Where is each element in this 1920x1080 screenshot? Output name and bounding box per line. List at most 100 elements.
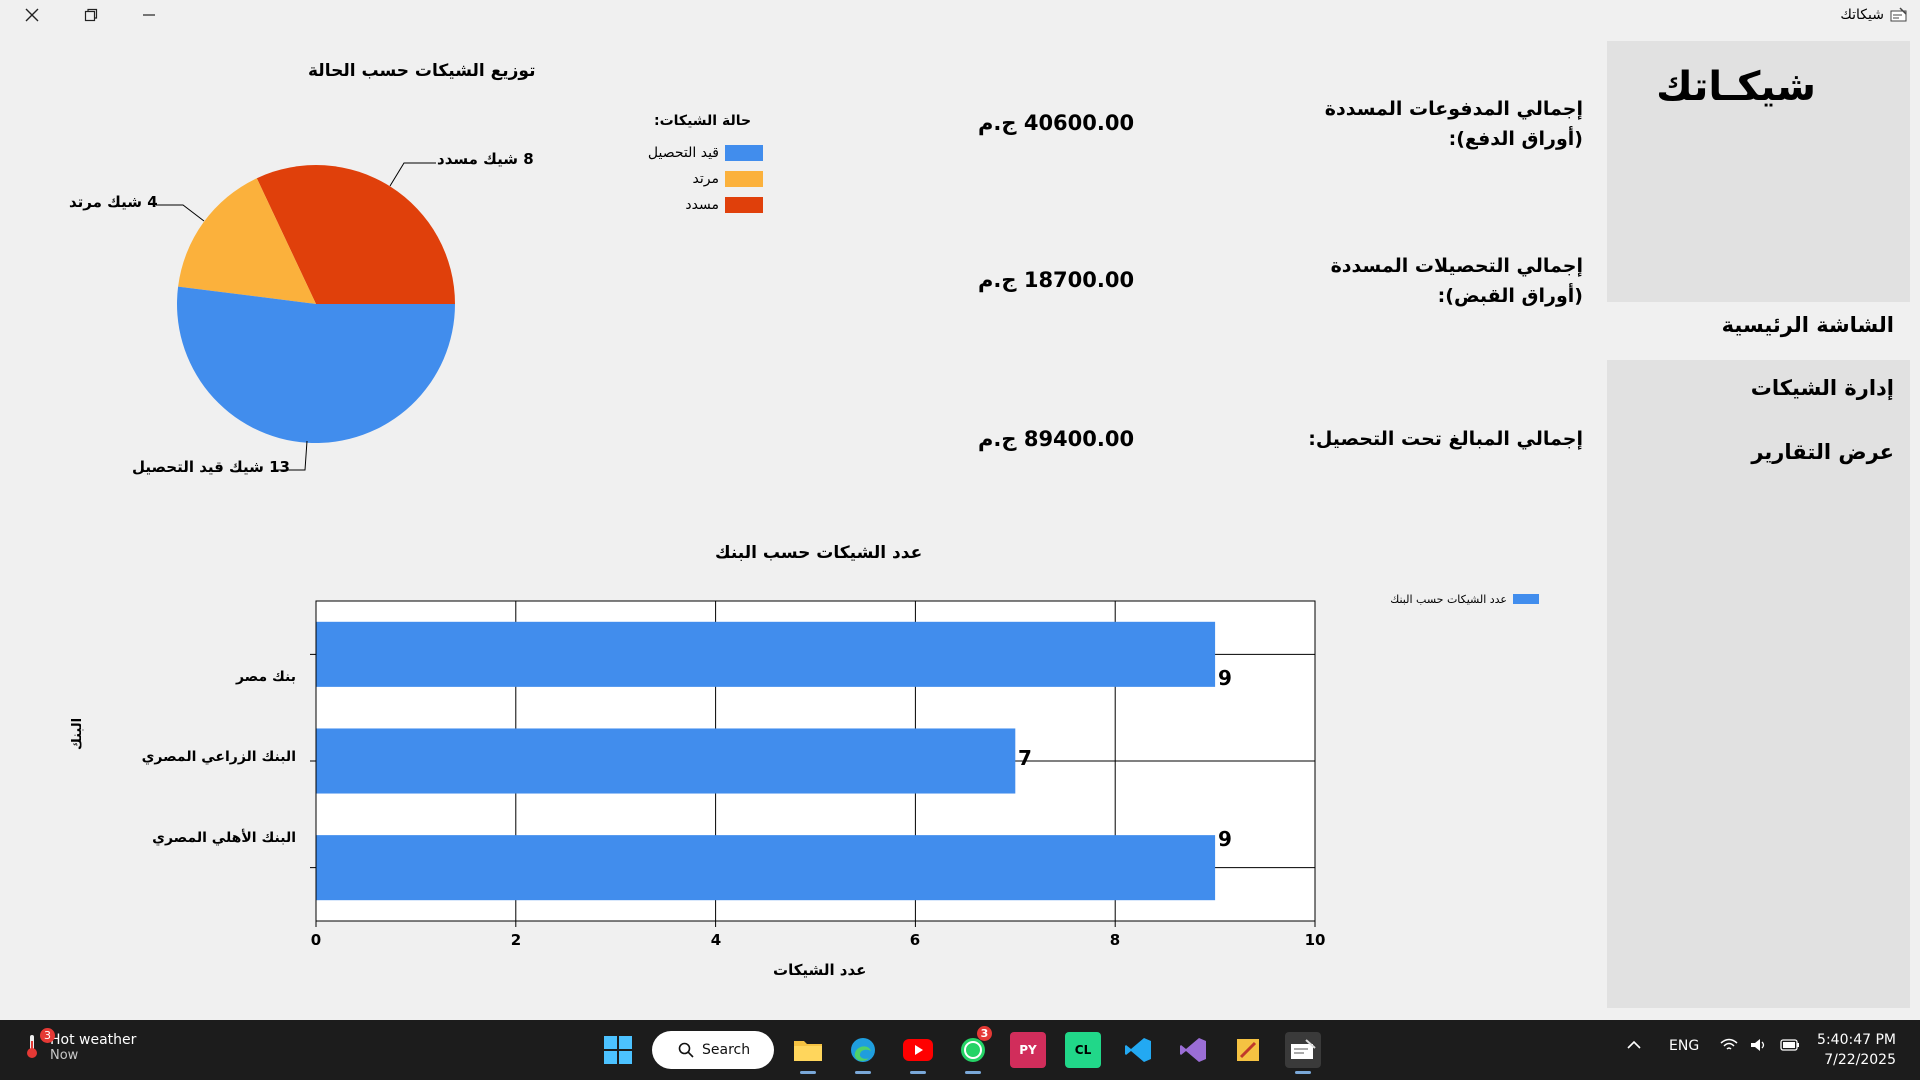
paid-collections-label: إجمالي التحصيلات المسددة (أوراق القبض): [1330, 255, 1583, 307]
app-brand: شيكـاتك [1656, 64, 1816, 110]
legend-swatch-returned [725, 171, 763, 187]
network-button[interactable] [1720, 1038, 1738, 1056]
weather-widget[interactable]: 3 Hot weather Now [24, 1028, 137, 1063]
x-tick-label: 10 [1304, 931, 1326, 949]
whatsapp-icon [961, 1038, 985, 1062]
speaker-icon [1751, 1039, 1765, 1051]
weather-title: Hot weather [50, 1032, 137, 1048]
tray-overflow-button[interactable] [1627, 1038, 1641, 1054]
restore-button[interactable] [62, 0, 120, 30]
bar-legend-item: عدد الشيكات حسب البنك [1390, 590, 1539, 608]
bar-category-label: البنك الأهلي المصري [152, 830, 296, 846]
paid-payments-value: 40600.00 ج.م [978, 111, 1135, 135]
vscode-button[interactable] [1120, 1032, 1156, 1068]
bar-chart-title: عدد الشيكات حسب البنك [715, 543, 923, 563]
battery-icon [1780, 1039, 1799, 1051]
volume-button[interactable] [1750, 1038, 1768, 1056]
bar-value-label: 9 [1218, 666, 1232, 690]
pie-label-under-collection: 13 شيك قيد التحصيل [132, 458, 290, 476]
running-indicator [800, 1071, 816, 1074]
x-tick-label: 6 [909, 931, 921, 949]
vscode-icon [1125, 1038, 1151, 1062]
youtube-icon [903, 1039, 933, 1061]
pie-legend-item-paid: مسدد [685, 196, 763, 214]
file-explorer-button[interactable] [790, 1032, 826, 1074]
legend-swatch-bar [1513, 594, 1539, 604]
cheques-app-button[interactable] [1285, 1032, 1321, 1074]
running-indicator [1295, 1071, 1311, 1074]
paid-collections-value: 18700.00 ج.م [978, 268, 1135, 292]
pie-slice [256, 164, 456, 304]
whatsapp-badge: 3 [977, 1026, 992, 1041]
folder-icon [794, 1041, 822, 1061]
bar-chart [310, 600, 1316, 927]
pie-slice [177, 286, 455, 443]
running-indicator [965, 1071, 981, 1074]
sidebar-brand-panel [1607, 41, 1910, 302]
window-title-area: شيكاتك [1840, 4, 1908, 26]
under-collection-value: 89400.00 ج.م [978, 427, 1135, 451]
nav-home[interactable]: الشاشة الرئيسية [1721, 313, 1894, 337]
bar-y-axis-title: البنك [70, 717, 85, 750]
x-tick-label: 2 [510, 931, 522, 949]
start-button[interactable] [600, 1032, 636, 1068]
weather-badge: 3 [40, 1028, 55, 1043]
cheque-app-icon [1291, 1039, 1316, 1059]
pycharm-icon: PY [1019, 1043, 1037, 1057]
bar-category-label: البنك الزراعي المصري [141, 749, 296, 765]
pycharm-button[interactable]: PY [1010, 1032, 1046, 1068]
language-indicator[interactable]: ENG [1669, 1038, 1700, 1054]
taskbar-clock[interactable]: 5:40:47 PM 7/22/2025 [1817, 1030, 1896, 1070]
bar-value-label: 7 [1018, 746, 1032, 770]
nav-manage-cheques[interactable]: إدارة الشيكات [1750, 376, 1894, 400]
pie-leader-returned [156, 204, 205, 222]
tool-app-button[interactable] [1230, 1032, 1266, 1068]
pie-legend-item-under-collection: قيد التحصيل [648, 144, 763, 162]
bar-category-label: بنك مصر [235, 669, 296, 685]
clion-button[interactable]: CL [1065, 1032, 1101, 1068]
chevron-up-icon [1627, 1040, 1641, 1049]
app-icon [1890, 7, 1907, 22]
visual-studio-button[interactable] [1175, 1032, 1211, 1068]
weather-time: Now [50, 1048, 79, 1063]
wifi-icon [1720, 1038, 1738, 1050]
taskbar: 3 Hot weather Now Search 3 PY CL [0, 1020, 1920, 1080]
toolbox-icon [1237, 1039, 1259, 1061]
close-button[interactable] [3, 0, 61, 30]
minimize-icon [143, 14, 155, 16]
clock-time: 5:40:47 PM [1817, 1032, 1896, 1048]
minimize-button[interactable] [120, 0, 178, 30]
running-indicator [910, 1071, 926, 1074]
legend-swatch-under-collection [725, 145, 763, 161]
window-title: شيكاتك [1840, 7, 1884, 23]
paid-payments-label: إجمالي المدفوعات المسددة (أوراق الدفع): [1324, 98, 1583, 150]
bar-value-label: 9 [1218, 827, 1232, 851]
bar-x-axis-title: عدد الشيكات [773, 961, 867, 979]
clock-date: 7/22/2025 [1824, 1052, 1896, 1068]
youtube-button[interactable] [900, 1032, 936, 1074]
x-tick-label: 8 [1109, 931, 1121, 949]
pie-slice [178, 178, 316, 304]
taskbar-search[interactable]: Search [652, 1031, 774, 1069]
running-indicator [855, 1071, 871, 1074]
title-bar: شيكاتك [0, 0, 1920, 30]
whatsapp-button[interactable]: 3 [955, 1026, 992, 1074]
bar [316, 728, 1016, 794]
sidebar-nav-panel [1607, 360, 1910, 1008]
edge-button[interactable] [845, 1032, 881, 1074]
thermometer-icon [27, 1035, 37, 1058]
search-label: Search [702, 1042, 751, 1058]
battery-button[interactable] [1780, 1038, 1800, 1056]
clion-icon: CL [1074, 1043, 1092, 1057]
pie-chart-title: توزيع الشيكات حسب الحالة [308, 61, 536, 81]
pie-label-returned: 4 شيك مرتد [69, 193, 158, 211]
nav-reports[interactable]: عرض التقارير [1751, 440, 1894, 464]
bar [316, 835, 1216, 901]
edge-icon [851, 1038, 875, 1062]
pie-legend-title: حالة الشيكات: [654, 113, 752, 129]
under-collection-label: إجمالي المبالغ تحت التحصيل: [1308, 428, 1583, 450]
visual-studio-icon [1180, 1038, 1206, 1062]
pie-leader-paid [389, 162, 436, 187]
pie-leader-under-collection [276, 440, 308, 471]
pie-chart [156, 162, 456, 471]
